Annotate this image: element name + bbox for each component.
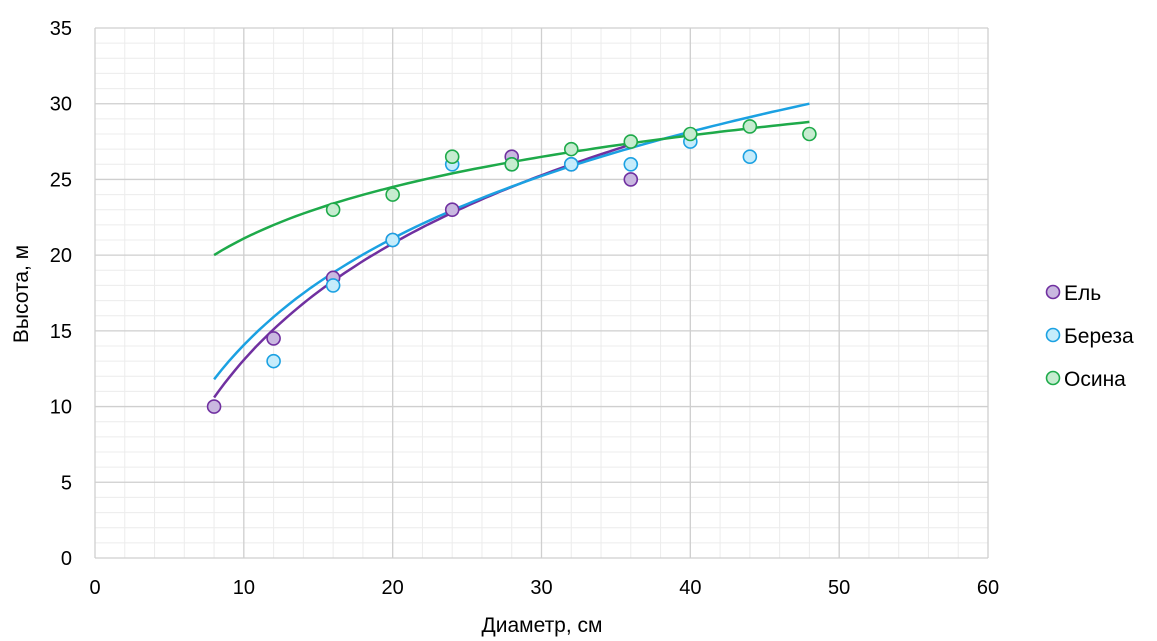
y-tick-label: 10 [50,397,72,419]
data-point-Осина [623,134,639,149]
data-point-Осина [802,126,817,142]
legend-marker [1045,370,1061,386]
data-point-Осина [504,156,520,172]
legend-label: Осина [1064,368,1126,391]
data-point-Береза [385,232,400,248]
data-point-Береза [563,156,579,172]
legend-label: Ель [1064,282,1101,305]
legend-label: Береза [1064,325,1134,348]
x-tick-labels: 0 10 20 30 40 50 60 [89,577,999,599]
data-points [206,119,817,414]
data-point-Осина [563,141,579,157]
data-point-Осина [385,187,400,202]
x-tick-label: 10 [233,577,255,599]
x-axis-title: Диаметр, см [482,614,603,637]
x-tick-label: 50 [828,577,850,599]
y-tick-label: 25 [50,169,72,191]
data-point-Ель [206,399,222,414]
data-point-Ель [266,331,281,346]
data-point-Осина [325,202,341,218]
data-point-Береза [623,156,639,172]
data-point-Осина [683,126,698,142]
data-point-Ель [623,172,639,187]
data-point-Береза [742,149,758,165]
y-axis-title: Высота, м [10,245,33,343]
x-tick-label: 60 [977,577,999,599]
data-point-Осина [742,119,758,134]
legend-marker [1045,284,1061,300]
data-point-Береза [325,278,341,293]
trendline-Береза [213,102,810,381]
y-tick-label: 20 [50,245,72,267]
trendline-Ель [213,143,632,399]
y-tick-label: 35 [50,18,72,40]
y-tick-labels: 0 5 10 15 20 25 30 35 [50,18,72,570]
data-point-Ель [444,202,460,218]
x-tick-label: 20 [382,577,404,599]
x-tick-label: 30 [530,577,552,599]
y-tick-label: 15 [50,321,72,343]
legend: Ель Береза Осина [1045,282,1134,391]
y-tick-label: 30 [50,94,72,116]
y-tick-label: 0 [61,548,72,570]
major-gridlines [94,27,989,559]
x-tick-label: 40 [679,577,701,599]
legend-marker [1045,327,1061,343]
data-point-Осина [444,149,460,165]
x-tick-label: 0 [89,577,100,599]
y-tick-label: 5 [61,472,72,494]
data-point-Береза [266,353,281,369]
